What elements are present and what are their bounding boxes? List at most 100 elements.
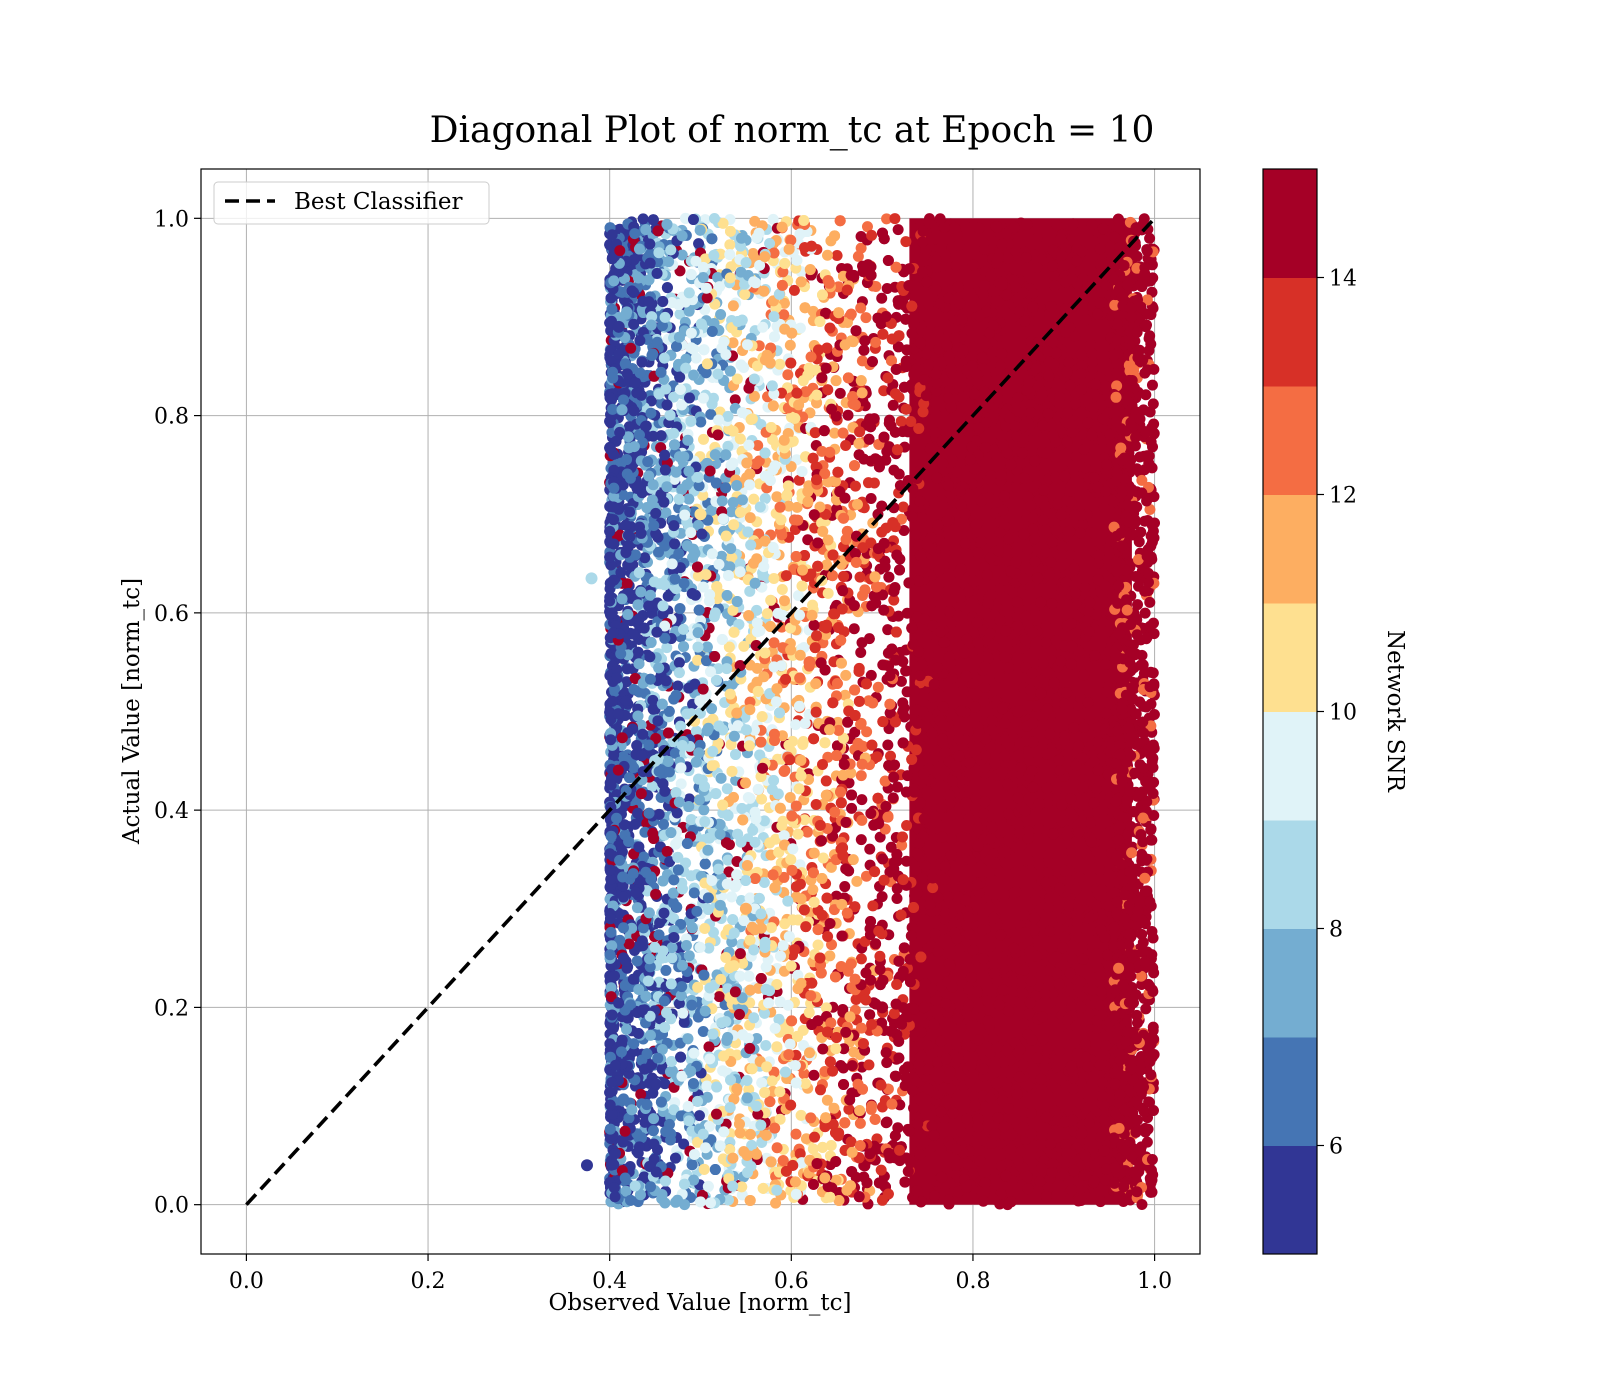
scatter-point [916, 512, 928, 524]
scatter-point [801, 826, 813, 838]
scatter-point [1023, 1008, 1035, 1020]
scatter-point [1017, 1058, 1029, 1070]
scatter-point [647, 430, 659, 442]
scatter-point [1009, 866, 1021, 878]
scatter-point [1054, 597, 1066, 609]
scatter-point [698, 804, 710, 816]
scatter-point [1053, 1045, 1065, 1057]
scatter-point [1040, 546, 1052, 558]
scatter-point [1027, 481, 1039, 493]
scatter-point [1046, 1079, 1058, 1091]
scatter-point [942, 585, 954, 597]
scatter-point [1074, 1097, 1086, 1109]
scatter-point [1044, 892, 1056, 904]
scatter-point [923, 649, 935, 661]
scatter-point [674, 308, 686, 320]
scatter-point [768, 572, 780, 584]
scatter-point [870, 280, 882, 292]
scatter-point [807, 599, 819, 611]
scatter-point [824, 950, 836, 962]
scatter-point [1035, 1138, 1047, 1150]
chart-title: Diagonal Plot of norm_tc at Epoch = 10 [430, 110, 1155, 151]
scatter-point [916, 659, 928, 671]
scatter-point [989, 758, 1001, 770]
scatter-point [683, 950, 695, 962]
scatter-point [967, 341, 979, 353]
scatter-point [635, 1088, 647, 1100]
scatter-point [826, 939, 838, 951]
scatter-point [910, 864, 922, 876]
scatter-point [897, 501, 909, 513]
scatter-point [1098, 502, 1110, 514]
scatter-point [923, 213, 935, 225]
scatter-point [952, 1053, 964, 1065]
scatter-point [972, 822, 984, 834]
scatter-point [1076, 360, 1088, 372]
scatter-point [1087, 348, 1099, 360]
scatter-point [919, 1136, 931, 1148]
scatter-point [1015, 1146, 1027, 1158]
scatter-point [1066, 426, 1078, 438]
scatter-point [863, 1059, 875, 1071]
scatter-point [1091, 783, 1103, 795]
scatter-point [837, 427, 849, 439]
scatter-point [981, 374, 993, 386]
scatter-point [1025, 399, 1037, 411]
scatter-point [685, 415, 697, 427]
scatter-point [984, 940, 996, 952]
scatter-point [817, 758, 829, 770]
scatter-point [957, 685, 969, 697]
scatter-point [674, 265, 686, 277]
scatter-point [1094, 864, 1106, 876]
scatter-point [848, 623, 860, 635]
scatter-point [1085, 339, 1097, 351]
scatter-point [717, 1065, 729, 1077]
scatter-point [900, 855, 912, 867]
scatter-point [1048, 270, 1060, 282]
scatter-point [953, 732, 965, 744]
scatter-point [999, 651, 1011, 663]
scatter-point [1033, 823, 1045, 835]
scatter-point [831, 249, 843, 261]
scatter-point [839, 689, 851, 701]
scatter-point [946, 453, 958, 465]
scatter-point [1037, 514, 1049, 526]
scatter-point [794, 322, 806, 334]
scatter-point [891, 892, 903, 904]
scatter-point [744, 585, 756, 597]
scatter-point [856, 814, 868, 826]
scatter-point [1042, 849, 1054, 861]
scatter-point [881, 1057, 893, 1069]
scatter-point [1080, 314, 1092, 326]
scatter-point [1100, 667, 1112, 679]
scatter-point [1053, 754, 1065, 766]
scatter-point [1018, 1018, 1030, 1030]
scatter-point [865, 493, 877, 505]
scatter-point [880, 800, 892, 812]
scatter-point [950, 260, 962, 272]
scatter-point [747, 824, 759, 836]
scatter-point [881, 213, 893, 225]
scatter-point [861, 221, 873, 233]
scatter-point [923, 298, 935, 310]
scatter-point [906, 922, 918, 934]
scatter-point [851, 875, 863, 887]
scatter-point [997, 963, 1009, 975]
scatter-point [846, 802, 858, 814]
scatter-point [1049, 451, 1061, 463]
scatter-point [925, 1173, 937, 1185]
scatter-point [756, 793, 768, 805]
scatter-point [764, 837, 776, 849]
scatter-point [784, 792, 796, 804]
scatter-point [693, 1110, 705, 1122]
scatter-point [782, 369, 794, 381]
scatter-point [1079, 462, 1091, 474]
scatter-point [771, 491, 783, 503]
scatter-point [1071, 916, 1083, 928]
scatter-point [927, 691, 939, 703]
scatter-point [895, 675, 907, 687]
scatter-point [1077, 519, 1089, 531]
scatter-point [1088, 1160, 1100, 1172]
scatter-point [1075, 349, 1087, 361]
